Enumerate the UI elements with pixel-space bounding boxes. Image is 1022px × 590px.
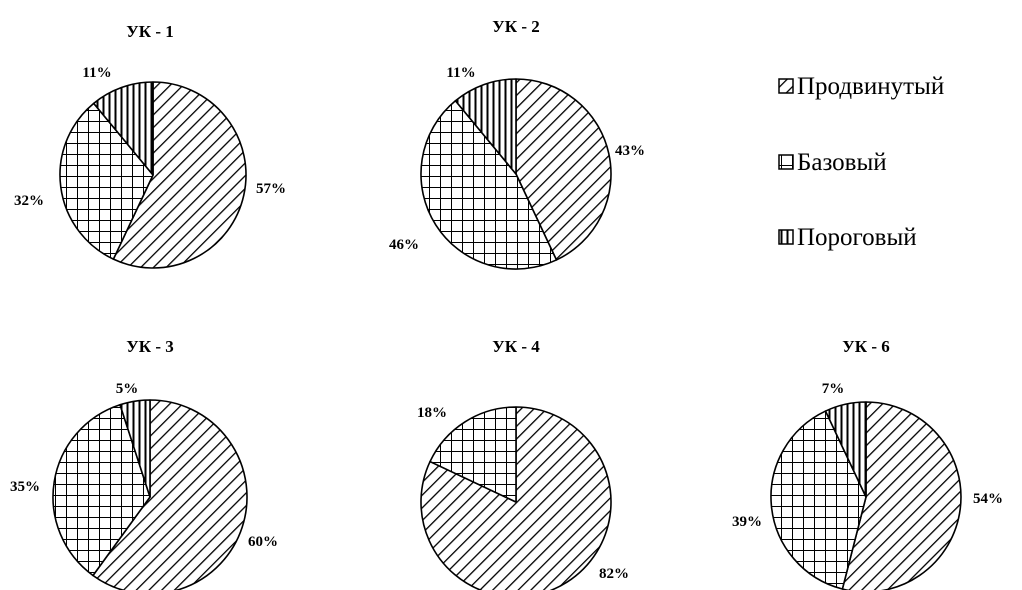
legend-label-basic: Базовый <box>797 149 887 176</box>
pie-title-uk2: УК - 2 <box>492 17 539 36</box>
slice-label-uk2-basic: 46% <box>389 237 419 253</box>
pie-slice-uk6-threshold <box>824 401 867 498</box>
slice-label-uk4-advanced: 82% <box>599 566 629 582</box>
pie-slice-uk2-basic <box>420 100 558 270</box>
slice-label-uk1-advanced: 57% <box>256 181 286 197</box>
pie-slice-uk3-threshold <box>119 399 151 498</box>
slice-label-uk3-threshold: 5% <box>116 381 139 397</box>
pie-slice-uk4-basic <box>429 406 517 503</box>
legend-item-advanced: Продвинутый <box>778 73 944 100</box>
pie-slices-uk6 <box>770 401 962 590</box>
pie-chart-uk1: УК - 1 57% 32% 11% <box>14 22 286 269</box>
pie-slice-uk3-advanced <box>92 399 248 590</box>
pie-slice-uk2-advanced <box>515 78 612 261</box>
pie-slices-uk3 <box>52 399 248 590</box>
slice-label-uk4-basic: 18% <box>417 405 447 421</box>
slice-label-uk6-basic: 39% <box>732 514 762 530</box>
legend-label-threshold: Пороговый <box>797 224 917 251</box>
legend-swatch-advanced <box>778 78 794 94</box>
legend-item-threshold: Пороговый <box>778 224 917 251</box>
pie-title-uk6: УК - 6 <box>842 337 889 356</box>
pie-slice-uk6-advanced <box>841 401 962 590</box>
pie-chart-uk6: УК - 6 54% 39% 7% <box>732 337 1003 590</box>
slice-label-uk6-advanced: 54% <box>973 491 1003 507</box>
pie-slices-uk1 <box>59 81 247 269</box>
pie-slice-uk1-threshold <box>92 81 154 176</box>
slice-label-uk6-threshold: 7% <box>822 381 845 397</box>
pie-slice-uk1-basic <box>59 102 154 260</box>
slice-label-uk2-threshold: 11% <box>446 65 475 81</box>
pie-slice-uk2-threshold <box>454 78 517 175</box>
pie-slice-uk3-basic <box>52 403 151 577</box>
pie-slices-uk4 <box>420 406 612 590</box>
pie-chart-uk2: УК - 2 43% 46% 11% <box>389 17 645 270</box>
pie-slice-uk4-advanced <box>420 406 612 590</box>
pie-chart-uk3: УК - 3 60% 35% 5% <box>10 337 278 590</box>
legend-label-advanced: Продвинутый <box>797 73 944 100</box>
slice-label-uk1-basic: 32% <box>14 193 44 209</box>
pie-chart-uk4: УК - 4 82% 18% <box>417 337 629 590</box>
slice-label-uk3-basic: 35% <box>10 479 40 495</box>
pie-slices-uk2 <box>420 78 612 270</box>
legend-swatch-basic <box>778 154 794 170</box>
slice-label-uk1-threshold: 11% <box>82 65 111 81</box>
legend: Продвинутый Базовый Пороговый <box>778 73 944 251</box>
slice-label-uk3-advanced: 60% <box>248 534 278 550</box>
legend-item-basic: Базовый <box>778 149 887 176</box>
pie-slice-uk1-advanced <box>112 81 247 269</box>
pie-title-uk3: УК - 3 <box>126 337 173 356</box>
pie-slice-uk6-basic <box>770 410 867 590</box>
legend-swatch-threshold <box>778 229 794 245</box>
slice-label-uk2-advanced: 43% <box>615 143 645 159</box>
pie-title-uk1: УК - 1 <box>126 22 173 41</box>
pie-title-uk4: УК - 4 <box>492 337 540 356</box>
